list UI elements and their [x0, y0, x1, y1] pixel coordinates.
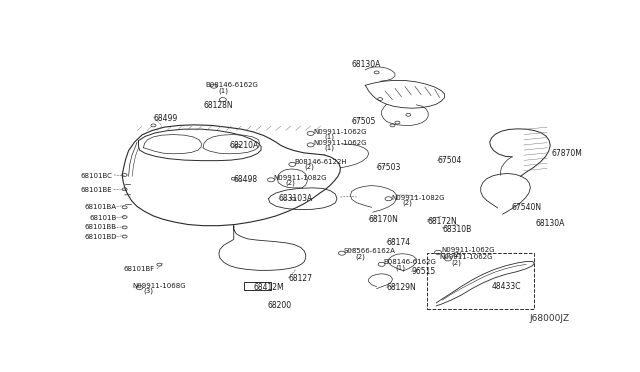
Text: 68101BF: 68101BF — [124, 266, 155, 272]
Text: 67503: 67503 — [376, 163, 401, 172]
Text: 67505: 67505 — [352, 118, 376, 126]
Text: 68101BE: 68101BE — [81, 187, 113, 193]
Text: (2): (2) — [403, 199, 412, 206]
Text: (2): (2) — [355, 253, 365, 260]
Text: 68499: 68499 — [154, 114, 178, 123]
Text: 68210A: 68210A — [230, 141, 259, 150]
Text: 68101BD: 68101BD — [85, 234, 118, 240]
Text: N09911-1082G: N09911-1082G — [273, 175, 327, 181]
Text: 68200: 68200 — [268, 301, 292, 310]
Text: 68310B: 68310B — [442, 225, 471, 234]
Text: 68170N: 68170N — [369, 215, 399, 224]
Text: (2): (2) — [286, 179, 296, 186]
Text: 68412M: 68412M — [253, 283, 284, 292]
Text: (2): (2) — [305, 164, 315, 170]
Text: N09911-1082G: N09911-1082G — [392, 195, 445, 201]
Text: 68127: 68127 — [288, 273, 312, 283]
Text: 68128N: 68128N — [204, 101, 234, 110]
Text: B08146-6162G: B08146-6162G — [205, 82, 258, 88]
Text: 68101B: 68101B — [90, 215, 117, 221]
Text: 67870M: 67870M — [551, 149, 582, 158]
Text: 67540N: 67540N — [511, 203, 541, 212]
Text: 68101BB: 68101BB — [85, 224, 117, 230]
Text: 68172N: 68172N — [428, 217, 457, 226]
Text: 68130A: 68130A — [352, 60, 381, 69]
Text: 68129N: 68129N — [387, 283, 416, 292]
Text: 68174: 68174 — [387, 238, 411, 247]
Text: (3): (3) — [143, 288, 153, 294]
Text: (2): (2) — [451, 259, 461, 266]
Text: 67504: 67504 — [437, 156, 461, 165]
Text: 68498: 68498 — [234, 175, 258, 184]
Text: (1): (1) — [324, 134, 334, 140]
Text: J68000JZ: J68000JZ — [530, 314, 570, 323]
Text: B08146-6122H: B08146-6122H — [294, 159, 347, 165]
Text: S08566-6162A: S08566-6162A — [344, 248, 396, 254]
Text: 683103A: 683103A — [278, 194, 313, 203]
Text: N09911-1062G: N09911-1062G — [440, 254, 493, 260]
Text: 48433C: 48433C — [492, 282, 521, 291]
Text: 68101BA: 68101BA — [85, 204, 117, 210]
Text: (2): (2) — [452, 252, 462, 259]
Text: 96515: 96515 — [412, 267, 436, 276]
Text: N09911-1062G: N09911-1062G — [313, 140, 367, 145]
Text: N09911-1068G: N09911-1068G — [132, 283, 186, 289]
Text: (1): (1) — [324, 144, 334, 151]
Text: N09911-1062G: N09911-1062G — [441, 247, 495, 253]
Text: N09911-1062G: N09911-1062G — [313, 129, 367, 135]
Bar — [428, 253, 534, 309]
Text: 68130A: 68130A — [535, 219, 564, 228]
Text: (1): (1) — [395, 264, 405, 271]
Bar — [244, 282, 271, 291]
Text: B08146-6162G: B08146-6162G — [383, 259, 436, 265]
Text: 68101BC: 68101BC — [81, 173, 113, 179]
Text: (1): (1) — [218, 88, 228, 94]
